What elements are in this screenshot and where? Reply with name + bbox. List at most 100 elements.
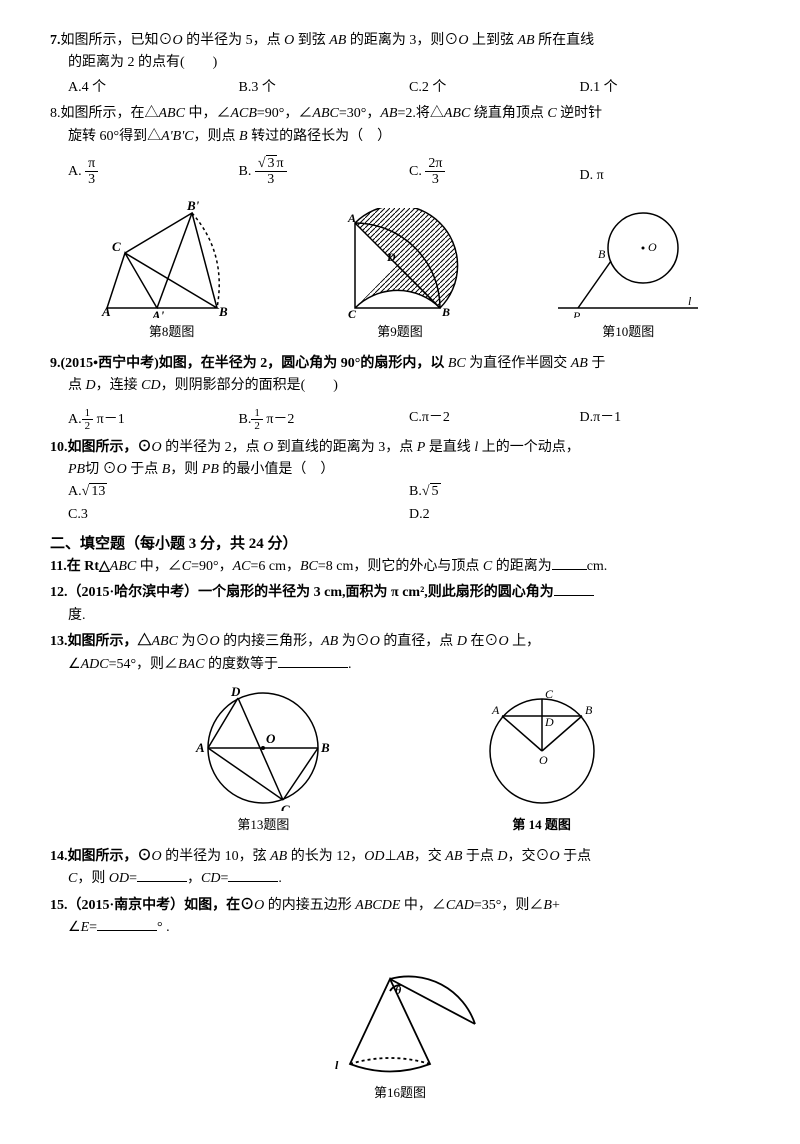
q13-blank [278,654,348,668]
fig13-B: B [320,740,330,755]
q9b-d: 2 [251,420,263,432]
q9-l2b: ，连接 [96,378,142,393]
q14-t5: 于点 [462,849,497,864]
q15-blank [97,917,157,931]
fig13-C: C [281,802,290,811]
q8-t6: 绕直角顶点 [470,106,547,121]
q8-t3: =90°，∠ [257,106,313,121]
q9-D: D [86,378,96,393]
q14-AB3: AB [445,849,462,864]
q11-BC: BC [300,559,318,574]
q7-AB2: AB [517,33,534,48]
q8-t9: ，则点 [194,129,240,144]
q14-t1: 的半径为 10，弦 [162,849,271,864]
q8a-pre: A. [68,164,82,179]
q13-BAC: BAC [178,657,204,672]
q11-pre: 11.在 Rt△ [50,559,110,574]
q13-ABC: ABC [152,634,178,649]
fig14-B: B [585,703,593,717]
q8-line2: 旋转 60°得到△A'B'C，则点 B 转过的路径长为（ ） [50,126,750,148]
q15-t3: =35°，则∠ [474,898,544,913]
q11-t2: =90°， [191,559,233,574]
q7-opt-b: B.3 个 [239,77,410,99]
q8-opt-c: C. 2π3 [409,156,580,188]
q15-t4: + [552,898,560,913]
q14-blank1 [137,868,187,882]
q14-CD: CD [201,871,220,886]
q12-pre: 12.（2015·哈尔滨中考）一个扇形的半径为 3 cm,面积为 π cm²,则… [50,585,554,600]
fig8-Ap: A' [151,308,165,318]
fig10-l: l [688,294,692,308]
figure-16: l θ 第16题图 [315,949,485,1104]
q10-l2e: 的最小值是（ ） [219,462,335,477]
q9b-n: 1 [251,407,263,420]
q7-O: O [173,33,183,48]
fig9-C: C [348,307,357,318]
q12-blank [554,582,594,596]
q8-options: A. π3 B. 3π3 C. 2π3 D. π [50,156,750,188]
q9-opt-a: A.12 π－1 [68,407,239,432]
q15-CAD: CAD [446,898,474,913]
q10a-rad: 13 [89,483,107,499]
fig8-C: C [112,239,121,254]
fig13-label: 第13题图 [193,815,333,836]
q13-D: D [457,634,467,649]
fig8-label: 第8题图 [97,322,247,343]
fig10-P: P [572,309,581,318]
q8b-after: π [277,156,284,171]
q8-opt-a: A. π3 [68,156,239,188]
q8b-rad: 3 [266,155,277,171]
fig8-A: A [101,304,111,318]
q15-l2b: = [89,920,97,935]
q8b-pre: B. [239,164,252,179]
q10-opt-c: C.3 [68,504,409,526]
q10-options2: C.3 D.2 [50,504,750,526]
q8a-den: 3 [85,172,98,187]
q9-line2: 点 D，连接 CD，则阴影部分的面积是( ) [50,375,750,397]
q14-l2d: ， [187,871,201,886]
fig13-O: O [266,731,276,746]
q14-line2: C，则 OD=，CD=. [50,868,750,890]
fig9-svg: A B C D [340,208,460,318]
q9-CD: CD [141,378,160,393]
q8-t8: 旋转 60°得到△ [68,129,161,144]
q11-blank [552,556,587,570]
section-2-title: 二、填空题（每小题 3 分，共 24 分） [50,532,750,556]
q9-l2c: ，则阴影部分的面积是( ) [161,378,338,393]
q10-t4: 上的一个动点， [478,440,580,455]
q10-l2c: 于点 [127,462,162,477]
q12-end: 度. [50,605,750,627]
q8-text: 8.如图所示，在△ABC 中，∠ACB=90°，∠ABC=30°，AB=2.将△… [50,103,750,125]
q8-ABC2: ABC [312,106,338,121]
q10-B: B [162,462,171,477]
q13-O: O [209,634,219,649]
q10-O1: O [152,440,162,455]
q10-line2: PB切 ⊙O 于点 B，则 PB 的最小值是（ ） [50,459,750,481]
q8-t7: 逆时针 [557,106,603,121]
question-15: 15.（2015·南京中考）如图，在⊙O 的内接五边形 ABCDE 中，∠CAD… [50,895,750,940]
q13-ADC: ADC [81,657,109,672]
q15-line1: 15.（2015·南京中考）如图，在⊙O 的内接五边形 ABCDE 中，∠CAD… [50,895,750,917]
fig10-O: O [648,240,657,254]
q13-pre: 13.如图所示，△ [50,634,152,649]
q13-t1: 为⊙ [178,634,210,649]
q11-ABC: ABC [110,559,136,574]
fig16-svg: l θ [315,949,485,1079]
question-13: 13.如图所示，△ABC 为⊙O 的内接三角形，AB 为⊙O 的直径，点 D 在… [50,631,750,676]
q9a-d: 2 [82,420,94,432]
q9a-post: π－1 [97,412,125,427]
q8-t5: =2.将△ [397,106,443,121]
figure-13: A B C D O 第13题图 [193,686,333,836]
q7-O3: O [458,33,468,48]
question-7: 7.如图所示，已知⊙O 的半径为 5，点 O 到弦 AB 的距离为 3，则⊙O … [50,30,750,99]
q9-BC: BC [448,356,466,371]
question-8: 8.如图所示，在△ABC 中，∠ACB=90°，∠ABC=30°，AB=2.将△… [50,103,750,188]
q8-t4: =30°， [339,106,381,121]
q10-t1: 的半径为 2，点 [162,440,264,455]
q14-pre: 14.如图所示，⊙ [50,849,152,864]
fig16-theta: θ [395,983,402,997]
q11-AC: AC [233,559,251,574]
q14-D: D [497,849,507,864]
q10-O2: O [263,440,273,455]
q10b-sqrt: 5 [422,481,441,503]
